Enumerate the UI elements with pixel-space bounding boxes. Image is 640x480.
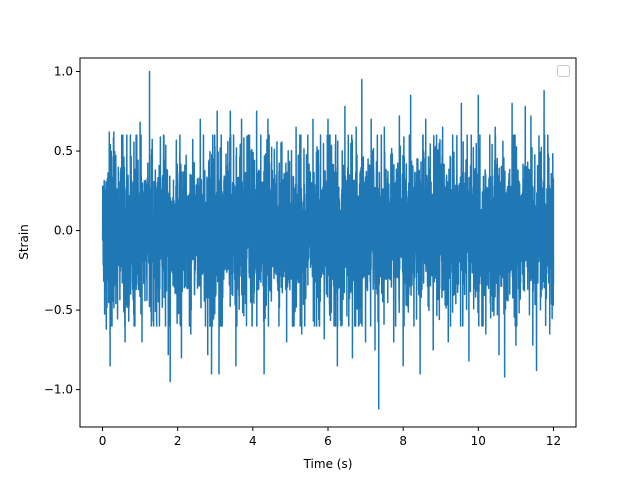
x-axis-label: Time (s) <box>303 457 353 471</box>
y-tick-label: −0.5 <box>44 303 73 317</box>
x-tick-label: 4 <box>249 434 257 448</box>
x-tick-label: 6 <box>324 434 332 448</box>
y-tick-label: 0.0 <box>54 224 73 238</box>
y-tick-label: 1.0 <box>54 65 73 79</box>
x-tick-label: 10 <box>471 434 486 448</box>
x-tick-label: 0 <box>99 434 107 448</box>
x-tick-label: 8 <box>399 434 407 448</box>
y-axis-ticks: −1.0 −0.5 0.0 0.5 1.0 <box>44 65 80 397</box>
series-line <box>101 70 555 410</box>
legend-box[interactable] <box>557 65 570 77</box>
x-axis-ticks: 0 2 4 6 8 10 12 <box>99 427 561 448</box>
y-tick-label: −1.0 <box>44 383 73 397</box>
x-tick-label: 2 <box>174 434 182 448</box>
x-tick-label: 12 <box>546 434 561 448</box>
y-tick-label: 0.5 <box>54 144 73 158</box>
y-axis-label: Strain <box>17 224 31 260</box>
series-layer <box>101 70 555 410</box>
